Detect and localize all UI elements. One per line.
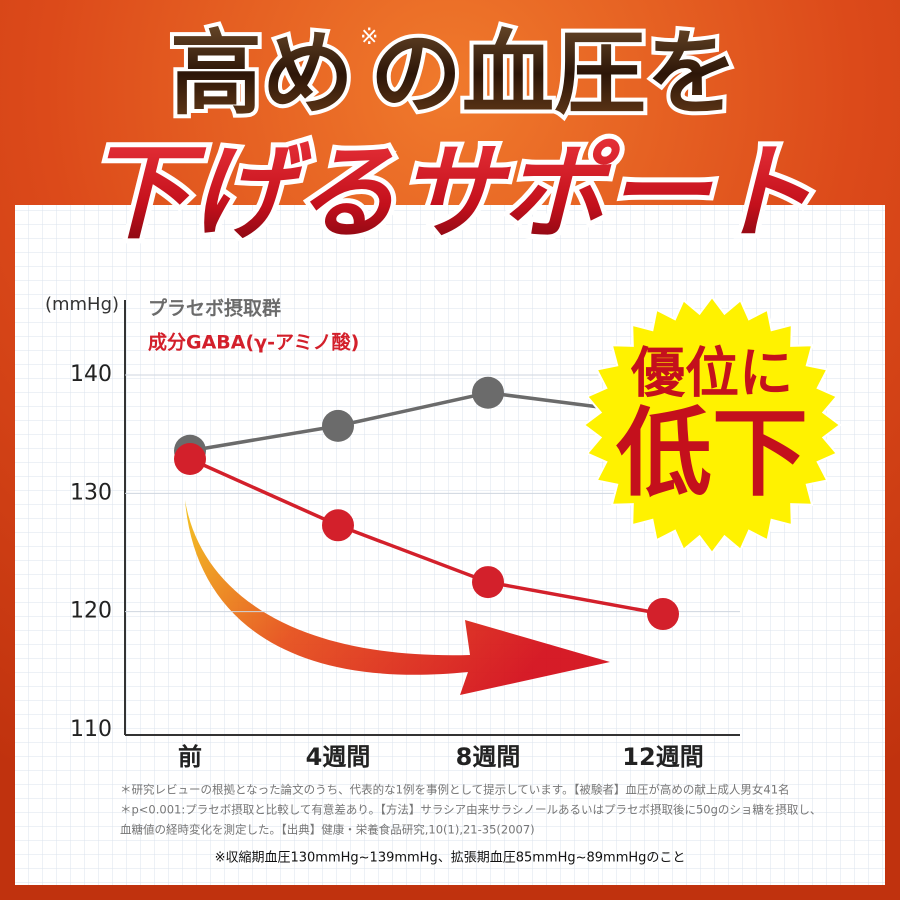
y-tick-label: 120	[70, 599, 112, 624]
trend-arrow	[185, 500, 610, 695]
headline-text: の血圧を	[370, 20, 738, 127]
legend-entry: 成分GABA(γ-アミノ酸)	[148, 331, 359, 354]
data-point	[472, 376, 504, 409]
x-tick-label: 8週間	[456, 743, 521, 771]
badge-text: 低下	[616, 397, 808, 509]
headline-mark: ※	[360, 25, 378, 50]
data-point	[322, 509, 354, 542]
y-unit: (mmHg)	[45, 294, 119, 315]
data-point	[472, 566, 504, 599]
y-tick-label: 140	[70, 362, 112, 387]
data-point	[174, 443, 206, 476]
footnote: ※収縮期血圧130mmHg~139mmHg、拡張期血圧85mmHg~89mmHg…	[215, 850, 686, 866]
x-tick-label: 前	[178, 743, 202, 771]
badge-text: 優位に	[630, 342, 793, 405]
x-tick-label: 12週間	[622, 743, 703, 771]
y-tick-label: 130	[70, 480, 112, 505]
x-tick-label: 4週間	[306, 743, 371, 771]
legend-entry: プラセボ摂取群	[148, 297, 281, 320]
note: ＊研究レビューの根拠となった論文のうち、代表的な1例を事例として提示しています。…	[120, 783, 790, 797]
data-point	[322, 409, 354, 442]
headline-text: 高め	[170, 20, 354, 127]
headline-main: 下げるサポート	[86, 131, 814, 253]
badge-burst	[582, 295, 842, 555]
series-line	[189, 457, 664, 616]
note: 血糖値の経時変化を測定した。【出典】健康・栄養食品研究,10(1),21-35(…	[120, 823, 535, 837]
note: ＊p<0.001:プラセボ摂取と比較して有意差あり。【方法】サラシア由来サラシノ…	[120, 803, 821, 817]
series-line	[189, 390, 664, 453]
y-tick-label: 110	[70, 717, 112, 742]
data-point	[647, 598, 679, 631]
